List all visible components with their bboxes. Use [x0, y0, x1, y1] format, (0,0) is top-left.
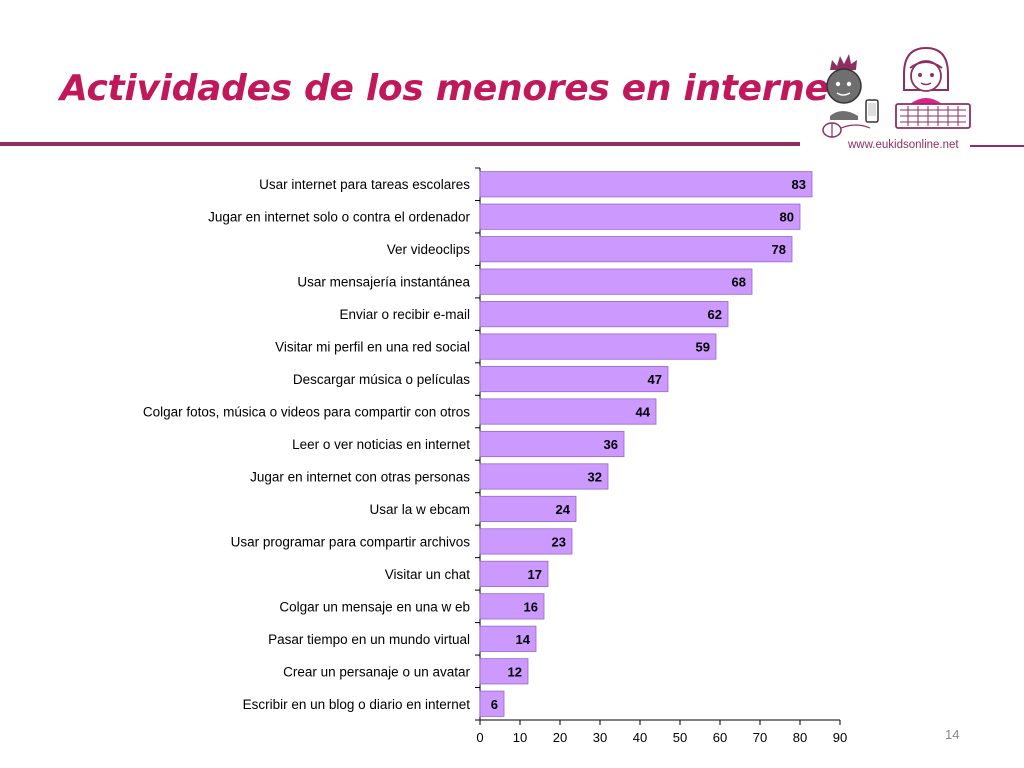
x-tick-label: 40	[633, 730, 647, 745]
data-label: 80	[780, 210, 794, 225]
category-label: Usar programar para compartir archivos	[231, 534, 471, 549]
data-label: 6	[491, 697, 498, 712]
data-label: 23	[552, 534, 566, 549]
data-label: 32	[588, 469, 602, 484]
bar	[479, 268, 753, 295]
data-label: 47	[648, 372, 662, 387]
category-label: Visitar mi perfil en una red social	[275, 340, 470, 355]
x-tick-label: 10	[513, 730, 527, 745]
data-label: 14	[516, 632, 531, 647]
x-tick-label: 90	[833, 730, 847, 745]
bar	[479, 365, 669, 393]
category-label: Jugar en internet con otras personas	[250, 469, 470, 484]
data-label: 59	[696, 340, 710, 355]
data-label: 12	[508, 664, 522, 679]
bar	[479, 398, 657, 425]
category-label: Visitar un chat	[385, 567, 471, 582]
category-label: Colgar fotos, música o videos para compa…	[143, 405, 470, 420]
bar	[479, 203, 801, 230]
data-label: 17	[528, 567, 542, 582]
bar	[479, 690, 505, 717]
category-label: Colgar un mensaje en una w eb	[279, 599, 470, 614]
data-label: 83	[792, 177, 806, 192]
x-tick-label: 30	[593, 730, 607, 745]
x-tick-label: 70	[753, 730, 767, 745]
data-label: 44	[636, 405, 651, 420]
category-label: Usar mensajería instantánea	[297, 275, 470, 290]
bar	[479, 333, 717, 360]
bar	[479, 463, 609, 490]
page-number: 14	[945, 727, 960, 742]
header-divider-right	[970, 145, 1024, 147]
bar	[479, 625, 537, 652]
girl-icon	[895, 46, 971, 129]
data-label: 24	[556, 502, 571, 517]
data-label: 68	[732, 275, 746, 290]
bar	[479, 236, 793, 263]
category-label: Usar la w ebcam	[369, 502, 470, 517]
x-tick-label: 80	[793, 730, 807, 745]
bar	[479, 658, 529, 685]
bar	[479, 495, 577, 523]
category-label: Usar internet para tareas escolares	[259, 177, 470, 192]
data-label: 16	[524, 599, 538, 614]
category-label: Descargar música o películas	[293, 372, 470, 387]
x-tick-label: 0	[476, 730, 483, 745]
data-label: 78	[772, 242, 786, 257]
x-tick-label: 60	[713, 730, 727, 745]
bar	[479, 593, 545, 620]
bar	[479, 528, 573, 555]
header-divider-left	[0, 142, 800, 146]
data-label: 62	[708, 307, 722, 322]
category-label: Crear un persanaje o un avatar	[283, 664, 470, 679]
category-label: Enviar o recibir e-mail	[339, 307, 470, 322]
category-label: Ver videoclips	[387, 242, 471, 257]
category-label: Pasar tiempo en un mundo virtual	[268, 632, 470, 647]
eu-kids-online-logo	[822, 46, 971, 138]
category-label: Leer o ver noticias en internet	[292, 437, 470, 452]
x-tick-label: 20	[553, 730, 567, 745]
data-label: 36	[604, 437, 618, 452]
boy-icon	[822, 54, 879, 138]
category-label: Escribir en un blog o diario en internet	[243, 697, 471, 712]
slide-title: Actividades de los menores en internet	[60, 68, 846, 109]
x-tick-label: 50	[673, 730, 687, 745]
bar	[479, 301, 729, 328]
bar	[479, 560, 549, 587]
bar	[479, 171, 813, 198]
bar	[479, 430, 625, 458]
website-url: www.eukidsonline.net	[848, 139, 959, 151]
category-label: Jugar en internet solo o contra el orden…	[208, 210, 470, 225]
